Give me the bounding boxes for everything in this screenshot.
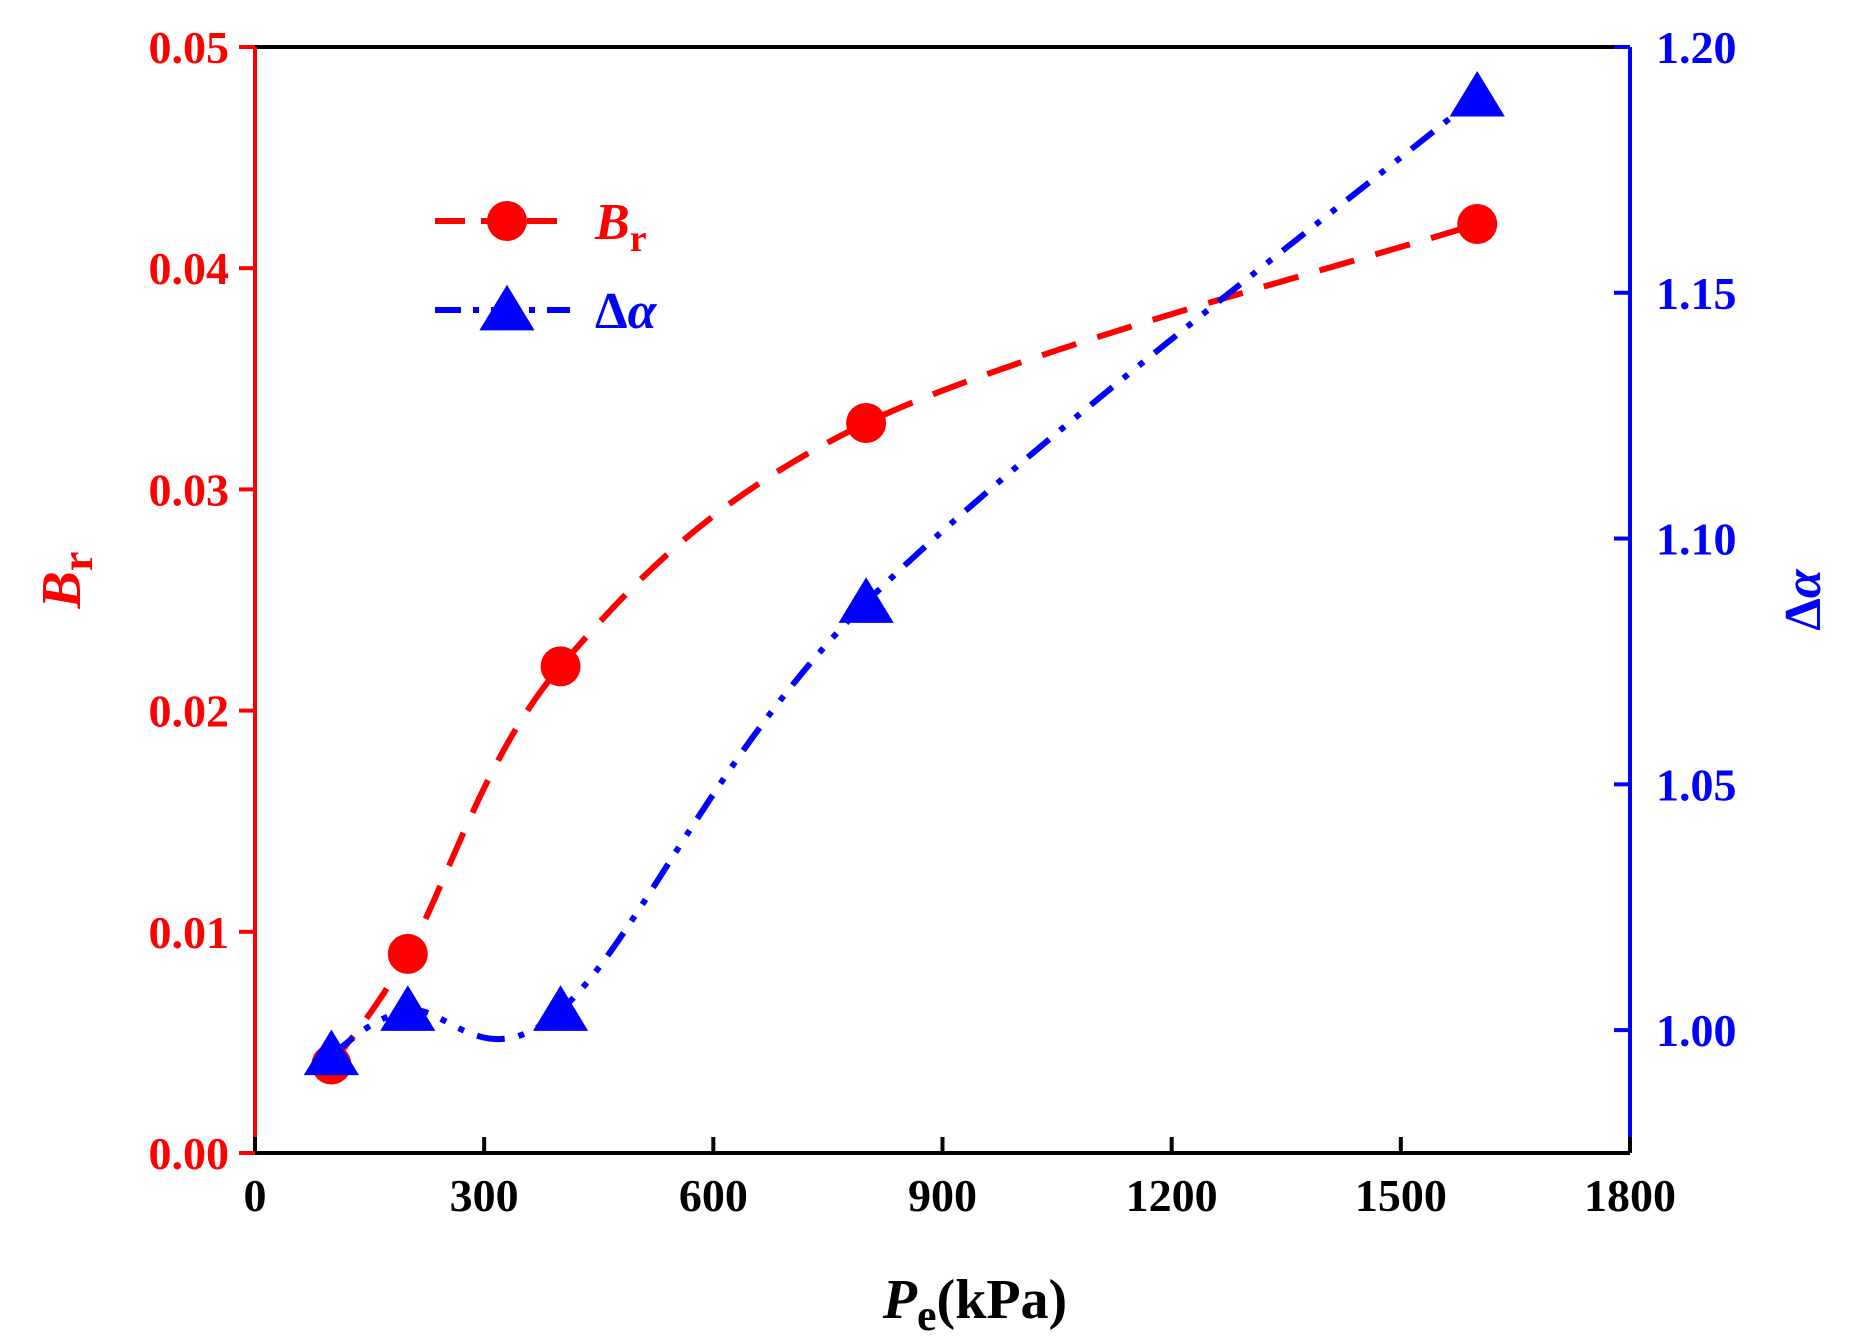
y-left-tick-label: 0.04 [149,243,230,294]
legend: Br Δα [435,194,658,340]
y-left-tick-label: 0.02 [149,686,230,737]
data-point-br [1457,203,1498,244]
x-tick-label: 900 [908,1170,977,1221]
series-lines-group [328,93,1480,1067]
data-point-delta-alpha [532,985,589,1031]
y-left-tick-label: 0.00 [149,1128,230,1179]
x-axis-title-main: P [882,1269,918,1331]
y-right-tick-label: 1.00 [1656,1005,1737,1056]
x-tick-label: 1200 [1126,1170,1218,1221]
x-axis-title: Pe(kPa) [882,1269,1067,1338]
y-right-axis-title: Δα [1775,568,1832,631]
legend-label-br: Br [594,194,647,260]
legend-label-delta-alpha: Δα [595,283,658,340]
data-point-br [387,933,428,974]
legend-marker-br [487,201,527,241]
y-right-tick-label: 1.15 [1656,268,1737,319]
data-point-delta-alpha [380,985,436,1031]
series-line-br [328,221,1479,1067]
x-axis-title-unit: (kPa) [937,1269,1068,1331]
x-tick-label: 1500 [1355,1170,1447,1221]
y-left-axis-title-sub: r [53,552,102,572]
x-tick-label: 600 [679,1170,748,1221]
data-point-delta-alpha [1449,70,1505,117]
x-tick-label: 300 [450,1170,519,1221]
x-axis-title-sub: e [917,1291,937,1338]
data-point-delta-alpha [838,577,894,623]
y-right-axis-title-main: α [1775,568,1832,598]
y-left-tick-label: 0.01 [149,907,230,958]
y-left-tick-label: 0.03 [149,464,230,515]
axes-group: 0 300 600 900 1200 1500 1800 0.00 0.01 0.02 0.03 0.… [149,22,1737,1221]
data-point-br [846,403,887,444]
x-tick-label: 0 [244,1170,267,1221]
y-left-axis-title-main: B [31,571,93,609]
y-right-tick-label: 1.10 [1656,514,1737,565]
y-left-tick-label: 0.05 [149,22,230,73]
y-left-axis-title: Br [31,552,102,610]
data-point-br [540,646,581,687]
y-right-tick-label: 1.05 [1656,759,1737,810]
y-right-axis-title-delta: Δ [1775,598,1832,631]
legend-marker-delta-alpha [479,284,535,331]
series-markers-group [303,70,1505,1085]
data-point-delta-alpha [303,1029,359,1076]
x-tick-label: 1800 [1584,1170,1676,1221]
y-right-tick-label: 1.20 [1656,22,1737,73]
